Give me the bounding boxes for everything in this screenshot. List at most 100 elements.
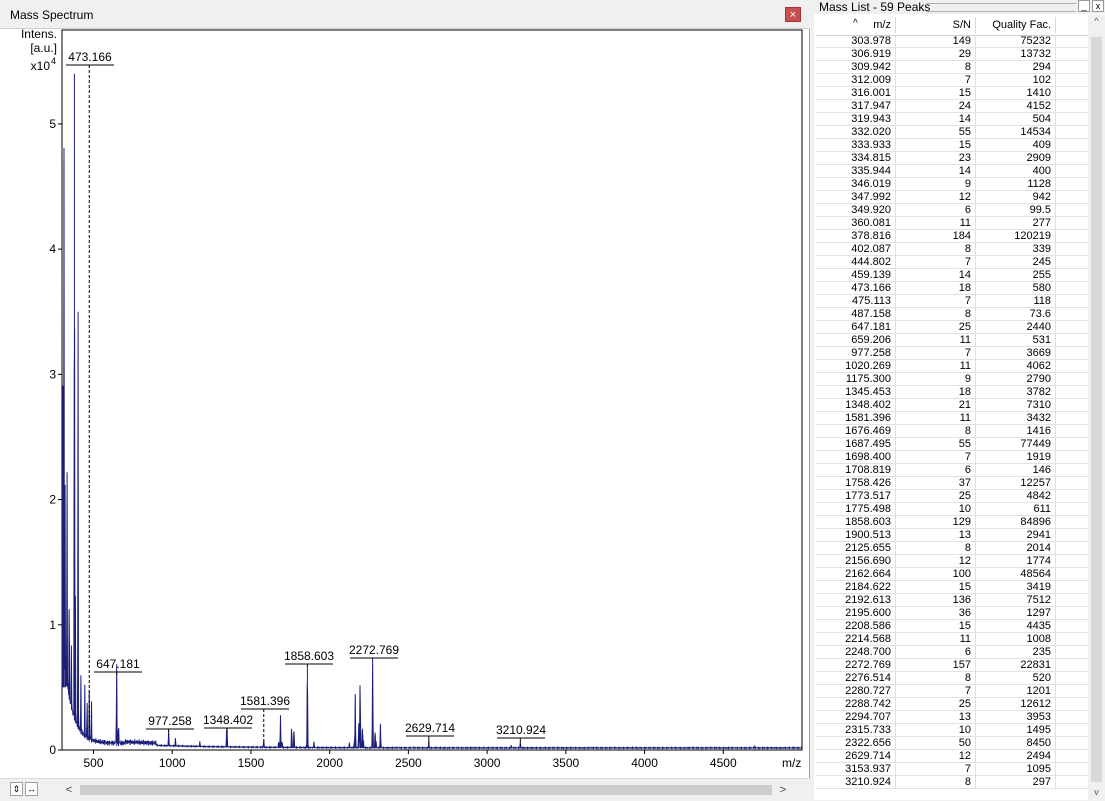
close-icon[interactable]: × [785, 7, 801, 22]
table-row[interactable]: 2195.600 36 1297 [816, 607, 1088, 620]
peak-label[interactable]: 1348.402 [203, 713, 253, 727]
table-row[interactable]: 1858.603 129 84896 [816, 516, 1088, 529]
table-row[interactable]: 335.944 14 400 [816, 165, 1088, 178]
table-row[interactable]: 473.166 18 580 [816, 282, 1088, 295]
cell-quality: 1008 [976, 633, 1056, 645]
cell-quality: 12257 [976, 477, 1056, 489]
column-header-sn[interactable]: S/N [896, 17, 976, 33]
table-row[interactable]: 2322.656 50 8450 [816, 737, 1088, 750]
table-row[interactable]: 346.019 9 1128 [816, 178, 1088, 191]
table-row[interactable]: 1708.819 6 146 [816, 464, 1088, 477]
titlebar-grip[interactable] [926, 3, 1076, 12]
table-row[interactable]: 333.933 15 409 [816, 139, 1088, 152]
table-row[interactable]: 2248.700 6 235 [816, 646, 1088, 659]
horizontal-scroll-thumb[interactable] [80, 785, 772, 795]
table-row[interactable]: 2162.664 100 48564 [816, 568, 1088, 581]
table-row[interactable]: 3210.924 8 297 [816, 776, 1088, 789]
table-row[interactable]: 360.081 11 277 [816, 217, 1088, 230]
table-row[interactable]: 1775.498 10 611 [816, 503, 1088, 516]
peak-label[interactable]: 2629.714 [405, 721, 455, 735]
table-row[interactable]: 306.919 29 13732 [816, 48, 1088, 61]
table-row[interactable]: 2294.707 13 3953 [816, 711, 1088, 724]
table-row[interactable]: 332.020 55 14534 [816, 126, 1088, 139]
table-row[interactable]: 309.942 8 294 [816, 61, 1088, 74]
table-row[interactable]: 1581.396 11 3432 [816, 412, 1088, 425]
vertical-scroll-thumb[interactable] [1091, 37, 1102, 782]
table-row[interactable]: 475.113 7 118 [816, 295, 1088, 308]
table-row[interactable]: 334.815 23 2909 [816, 152, 1088, 165]
table-row[interactable]: 1676.469 8 1416 [816, 425, 1088, 438]
table-row[interactable]: 2208.586 15 4435 [816, 620, 1088, 633]
table-row[interactable]: 3153.937 7 1095 [816, 763, 1088, 776]
table-row[interactable]: 316.001 15 1410 [816, 87, 1088, 100]
table-row[interactable]: 319.943 14 504 [816, 113, 1088, 126]
table-row[interactable]: 2156.690 12 1774 [816, 555, 1088, 568]
cell-quality: 3669 [976, 347, 1056, 359]
table-row[interactable]: 2288.742 25 12612 [816, 698, 1088, 711]
peak-label[interactable]: 3210.924 [496, 723, 546, 737]
table-row[interactable]: 647.181 25 2440 [816, 321, 1088, 334]
table-row[interactable]: 1345.453 18 3782 [816, 386, 1088, 399]
table-row[interactable]: 1900.513 13 2941 [816, 529, 1088, 542]
cell-mz: 333.933 [816, 139, 896, 151]
table-row[interactable]: 1348.402 21 7310 [816, 399, 1088, 412]
horizontal-scrollbar[interactable]: < > [62, 782, 792, 798]
table-row[interactable]: 2280.727 7 1201 [816, 685, 1088, 698]
peak-label[interactable]: 977.258 [148, 714, 192, 728]
table-row[interactable]: 347.992 12 942 [816, 191, 1088, 204]
table-row[interactable]: 2214.568 11 1008 [816, 633, 1088, 646]
cell-sn: 18 [896, 386, 976, 398]
cell-mz: 378.816 [816, 230, 896, 242]
table-row[interactable]: 349.920 6 99.5 [816, 204, 1088, 217]
table-row[interactable]: 1687.495 55 77449 [816, 438, 1088, 451]
column-header-quality[interactable]: Quality Fac. [976, 17, 1056, 33]
peak-label[interactable]: 2272.769 [349, 643, 399, 657]
scroll-up-icon[interactable]: ^ [1094, 16, 1099, 26]
table-row[interactable]: 977.258 7 3669 [816, 347, 1088, 360]
table-row[interactable]: 317.947 24 4152 [816, 100, 1088, 113]
sort-ascending-icon[interactable]: ^ [853, 18, 858, 29]
table-row[interactable]: 1758.426 37 12257 [816, 477, 1088, 490]
vertical-scrollbar[interactable]: ^ v [1088, 15, 1105, 800]
peak-label[interactable]: 647.181 [96, 657, 140, 671]
minimize-icon[interactable]: _ [1078, 0, 1090, 12]
table-row[interactable]: 312.009 7 102 [816, 74, 1088, 87]
peak-label[interactable]: 1581.396 [240, 694, 290, 708]
table-row[interactable]: 2184.622 15 3419 [816, 581, 1088, 594]
close-icon[interactable]: x [1092, 0, 1104, 12]
scroll-right-icon[interactable]: > [779, 784, 787, 796]
peak-label[interactable]: 1858.603 [284, 649, 334, 663]
cell-sn: 55 [896, 126, 976, 138]
table-row[interactable]: 378.816 184 120219 [816, 230, 1088, 243]
column-header-mz[interactable]: m/z [816, 17, 896, 33]
cell-quality: 504 [976, 113, 1056, 125]
cell-mz: 303.978 [816, 35, 896, 47]
table-row[interactable]: 2629.714 12 2494 [816, 750, 1088, 763]
left-right-toggle-icon[interactable]: ↔ [25, 782, 38, 796]
cell-sn: 7 [896, 347, 976, 359]
table-row[interactable]: 2192.613 136 7512 [816, 594, 1088, 607]
up-down-toggle-icon[interactable]: ⇕ [10, 782, 23, 796]
table-row[interactable]: 2272.769 157 22831 [816, 659, 1088, 672]
table-row[interactable]: 659.206 11 531 [816, 334, 1088, 347]
cell-sn: 7 [896, 256, 976, 268]
table-row[interactable]: 2315.733 10 1495 [816, 724, 1088, 737]
table-row[interactable]: 1773.517 25 4842 [816, 490, 1088, 503]
spectrum-titlebar: Mass Spectrum × [0, 0, 810, 29]
table-row[interactable]: 303.978 149 75232 [816, 35, 1088, 48]
table-row[interactable]: 444.802 7 245 [816, 256, 1088, 269]
table-row[interactable]: 1698.400 7 1919 [816, 451, 1088, 464]
table-row[interactable]: 2276.514 8 520 [816, 672, 1088, 685]
spectrum-title: Mass Spectrum [10, 8, 94, 22]
table-row[interactable]: 1175.300 9 2790 [816, 373, 1088, 386]
peak-label[interactable]: 473.166 [68, 50, 112, 64]
table-row[interactable]: 487.158 8 73.6 [816, 308, 1088, 321]
scroll-down-icon[interactable]: v [1094, 787, 1099, 797]
table-row[interactable]: 459.139 14 255 [816, 269, 1088, 282]
scroll-left-icon[interactable]: < [65, 784, 73, 796]
spectrum-plot[interactable]: Intens. [a.u.] x10 4 m/z 0 1 2 3 4 5 500 1000 15… [0, 27, 810, 773]
table-row[interactable]: 2125.655 8 2014 [816, 542, 1088, 555]
spectrum-chart[interactable]: Intens. [a.u.] x10 4 m/z 0 1 2 3 4 5 500 1000 15… [0, 27, 810, 773]
table-row[interactable]: 402.087 8 339 [816, 243, 1088, 256]
table-row[interactable]: 1020.269 11 4062 [816, 360, 1088, 373]
